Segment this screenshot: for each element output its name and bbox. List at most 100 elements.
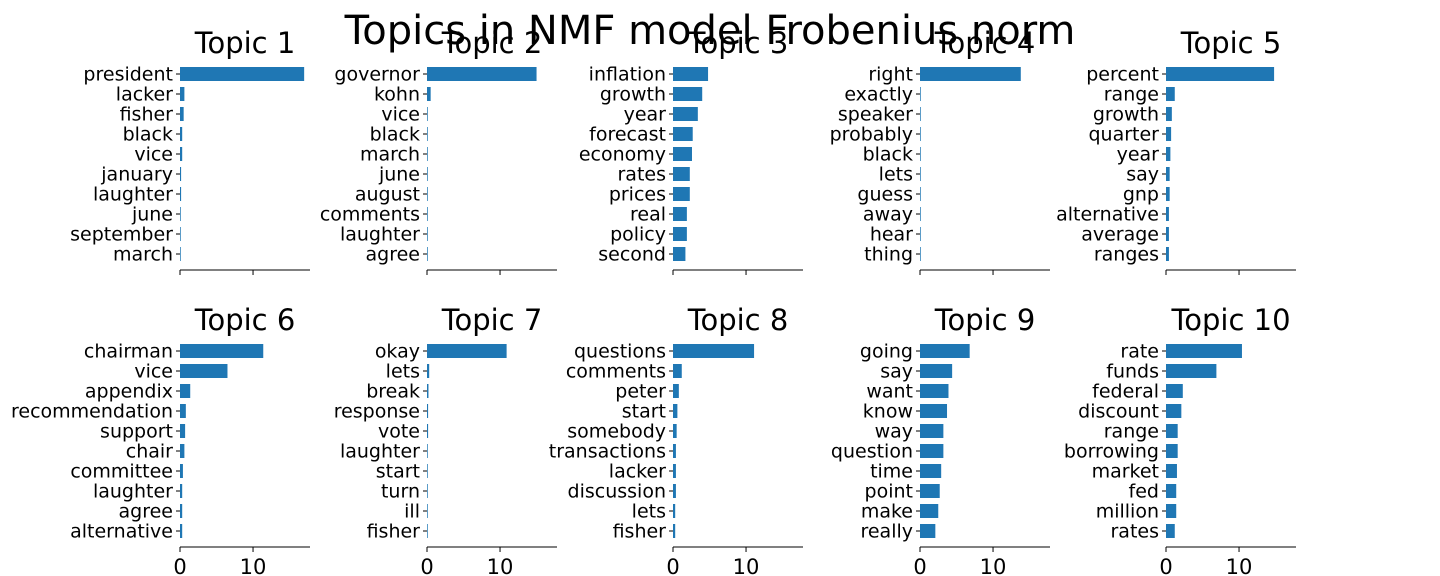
bar [1166,504,1177,518]
category-label: vice [381,104,420,126]
category-label: alternative [70,521,173,543]
category-label: break [366,381,420,403]
panel-title: Topic 7 [441,303,543,337]
panel-title: Topic 8 [687,303,789,337]
bar [180,504,183,518]
category-label: september [70,224,173,246]
panel-title: Topic 2 [441,26,543,60]
bar [920,147,921,161]
category-label: discussion [568,481,666,503]
topic-panel: Topic 8 questionscommentspeterstartsomebo… [549,303,803,576]
category-label: funds [1106,361,1159,383]
category-label: june [131,204,173,226]
bar [920,464,942,478]
category-label: governor [334,64,420,86]
bar [673,344,755,358]
category-label: way [875,421,913,443]
category-label: laughter [93,184,173,206]
category-label: million [1096,501,1159,523]
category-label: market [1092,461,1159,483]
bar [673,167,690,181]
topic-panel: Topic 10 ratefundsfederaldiscountrangebor… [1064,303,1296,576]
bar [180,524,183,538]
bar [1166,464,1177,478]
x-tick-label: 10 [487,555,514,576]
bar [427,207,428,221]
bar [180,67,305,81]
bar [673,187,690,201]
bar [180,127,183,141]
category-label: lets [879,164,913,186]
bar [920,504,939,518]
bar [180,87,185,101]
topic-panel: Topic 9 goingsaywantknowwayquestiontimepo… [831,303,1050,576]
bar [1166,207,1169,221]
category-label: march [113,244,173,266]
bar [1166,67,1275,81]
category-label: laughter [93,481,173,503]
category-label: fisher [613,521,667,543]
bar [427,424,429,438]
bar [1166,404,1182,418]
category-label: vice [134,144,173,166]
bar [920,484,940,498]
category-label: real [630,204,666,226]
category-label: year [1117,144,1160,166]
category-label: federal [1092,381,1159,403]
category-label: recommendation [11,401,173,423]
figure-title: Topics in NMF model Frobenius norm [344,8,1076,54]
category-label: comments [320,204,420,226]
category-label: rates [618,164,667,186]
category-label: forecast [589,124,666,146]
category-label: rates [1111,521,1160,543]
panel-title: Topic 3 [687,26,789,60]
category-label: away [863,204,913,226]
category-label: lacker [116,84,173,106]
bar [180,364,228,378]
bar [920,67,1021,81]
panel-title: Topic 5 [1180,26,1282,60]
category-label: black [863,144,913,166]
category-label: right [868,64,913,86]
bar [427,147,428,161]
bar [427,67,537,81]
category-label: transactions [549,441,666,463]
bar [673,364,682,378]
x-tick-label: 0 [1159,555,1172,576]
bar [427,247,428,261]
bar [673,524,676,538]
bar [920,167,921,181]
category-label: hear [870,224,913,246]
category-label: inflation [589,64,666,86]
category-label: president [83,64,173,86]
bar [427,107,428,121]
category-label: really [860,521,913,543]
x-tick-label: 10 [1226,555,1253,576]
bar [1166,107,1172,121]
category-label: gnp [1123,184,1159,206]
panel-title: Topic 6 [194,303,296,337]
category-label: laughter [340,224,420,246]
bar [180,187,182,201]
bar [920,107,921,121]
bar [920,344,970,358]
x-tick-label: 0 [666,555,679,576]
panel-title: Topic 1 [194,26,296,60]
panel-title: Topic 4 [934,26,1036,60]
category-label: appendix [85,381,173,403]
category-label: say [880,361,913,383]
bar [427,464,428,478]
category-label: ranges [1094,244,1159,266]
category-label: guess [857,184,913,206]
topic-panel: Topic 1 presidentlackerfisherblackvicejan… [70,26,310,275]
category-label: borrowing [1064,441,1159,463]
category-label: january [100,164,173,186]
bar [920,247,921,261]
x-tick-label: 0 [420,555,433,576]
category-label: growth [600,84,666,106]
panel-title: Topic 10 [1170,303,1290,337]
category-label: lets [632,501,666,523]
bar [180,484,183,498]
bar [1166,227,1169,241]
bar [180,247,181,261]
